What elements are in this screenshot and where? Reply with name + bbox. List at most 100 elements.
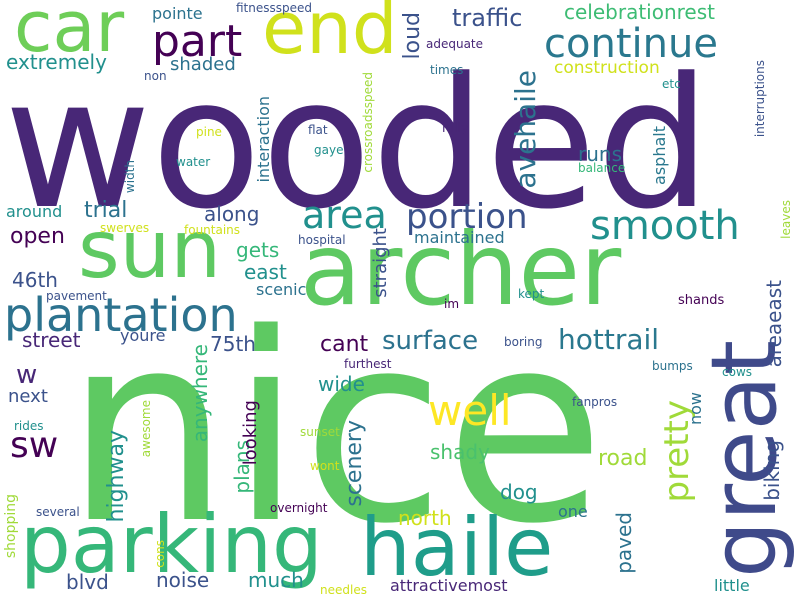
word-hilly: hilly	[442, 121, 469, 136]
word-scenic: scenic	[256, 280, 307, 299]
word-adequate: adequate	[426, 37, 484, 51]
word-construction: construction	[554, 58, 660, 78]
word-now: now	[686, 392, 705, 426]
word-anywhere: anywhere	[188, 344, 212, 443]
word-water: water	[176, 155, 211, 169]
word-interaction: interaction	[254, 96, 273, 183]
word-leaves: leaves	[779, 200, 793, 239]
word-maintained: maintained	[414, 228, 505, 247]
word-bumps: bumps	[652, 359, 693, 373]
word-times: times	[430, 63, 464, 77]
word-runs: runs	[578, 142, 622, 166]
word-sunset: sunset	[300, 425, 340, 439]
word-w: w	[16, 360, 38, 390]
word-boring: boring	[504, 335, 543, 349]
word-end: end	[262, 0, 398, 70]
word-fitnessspeed: fitnessspeed	[236, 1, 313, 15]
word-kept: kept	[518, 287, 545, 301]
word-pine: pine	[196, 125, 222, 139]
word-extremely: extremely	[6, 50, 107, 74]
word-fanpros: fanpros	[572, 395, 618, 409]
word-parking: parking	[20, 498, 323, 591]
word-trial: trial	[84, 198, 128, 223]
word-paved: paved	[612, 512, 636, 574]
word-wont: wont	[310, 459, 340, 473]
word-archer: archer	[300, 211, 622, 328]
word-youre: youre	[120, 326, 166, 345]
word-scenery: scenery	[342, 420, 367, 507]
word-crossroadsspeed: crossroadsspeed	[361, 72, 375, 173]
word-hottrail: hottrail	[558, 323, 660, 356]
word-along: along	[204, 202, 260, 226]
word-46th: 46th	[12, 268, 58, 292]
word-rides: rides	[14, 419, 44, 433]
word-wooded: wooded	[4, 40, 711, 249]
word-pavement: pavement	[46, 289, 107, 303]
word-several: several	[36, 505, 80, 519]
word-well: well	[428, 386, 512, 435]
word-width: width	[123, 160, 137, 194]
word-swerves: swerves	[100, 221, 150, 235]
word-areaeast: areaeast	[762, 280, 786, 368]
word-little: little	[714, 576, 750, 595]
word-nice: nice	[65, 279, 605, 581]
word-etc: etc	[662, 77, 681, 91]
word-portion: portion	[406, 197, 528, 237]
word-flat: flat	[308, 123, 328, 137]
word-area: area	[302, 193, 387, 237]
word-highway: highway	[104, 430, 129, 523]
word-road: road	[598, 446, 648, 471]
word-shady: shady	[430, 440, 490, 464]
word-straight: straight	[370, 228, 391, 298]
word-looking: looking	[240, 400, 261, 466]
word-much: much	[248, 568, 304, 592]
word-shopping: shopping	[3, 494, 19, 559]
word-around: around	[6, 202, 63, 221]
word-cons: cons	[153, 540, 167, 568]
word-dog: dog	[500, 480, 538, 504]
word-open: open	[10, 224, 65, 249]
word-gets: gets	[236, 238, 280, 262]
word-non: non	[144, 69, 167, 83]
word-shaded: shaded	[170, 54, 236, 75]
word-overnight: overnight	[270, 501, 328, 515]
word-75th: 75th	[210, 332, 256, 356]
word-one: one	[558, 502, 588, 521]
word-continue: continue	[544, 21, 718, 67]
word-wide: wide	[318, 372, 365, 396]
word-furthest: furthest	[344, 357, 392, 371]
word-noise: noise	[156, 568, 210, 592]
word-street: street	[22, 328, 81, 352]
word-celebrationrest: celebrationrest	[564, 0, 715, 24]
word-smooth: smooth	[590, 203, 740, 249]
word-attractivemost: attractivemost	[390, 576, 508, 595]
word-shands: shands	[678, 293, 725, 308]
word-hospital: hospital	[298, 233, 346, 247]
word-traffic: traffic	[452, 4, 523, 32]
word-haile: haile	[360, 501, 554, 594]
word-cant: cant	[320, 332, 369, 357]
word-im: im	[444, 297, 460, 311]
word-gaye: gaye	[314, 143, 344, 157]
word-awesome: awesome	[139, 400, 153, 458]
word-cows: cows	[722, 365, 753, 379]
word-biking: biking	[760, 440, 784, 501]
word-car: car	[14, 0, 125, 68]
word-sun: sun	[78, 203, 222, 296]
word-sw: sw	[10, 425, 59, 466]
word-avehaile: avehaile	[509, 70, 542, 189]
word-east: east	[244, 260, 287, 284]
word-surface: surface	[382, 326, 479, 356]
word-loud: loud	[400, 12, 425, 60]
word-north: north	[398, 506, 452, 530]
word-balance: balance	[578, 161, 626, 175]
word-blvd: blvd	[66, 570, 109, 594]
word-pointe: pointe	[152, 4, 203, 23]
word-interruptions: interruptions	[753, 60, 767, 138]
word-fountains: fountains	[184, 223, 241, 237]
word-plantation: plantation	[4, 288, 238, 342]
word-asphalt: asphalt	[650, 126, 669, 185]
word-part: part	[152, 16, 243, 67]
word-needles: needles	[320, 583, 367, 597]
